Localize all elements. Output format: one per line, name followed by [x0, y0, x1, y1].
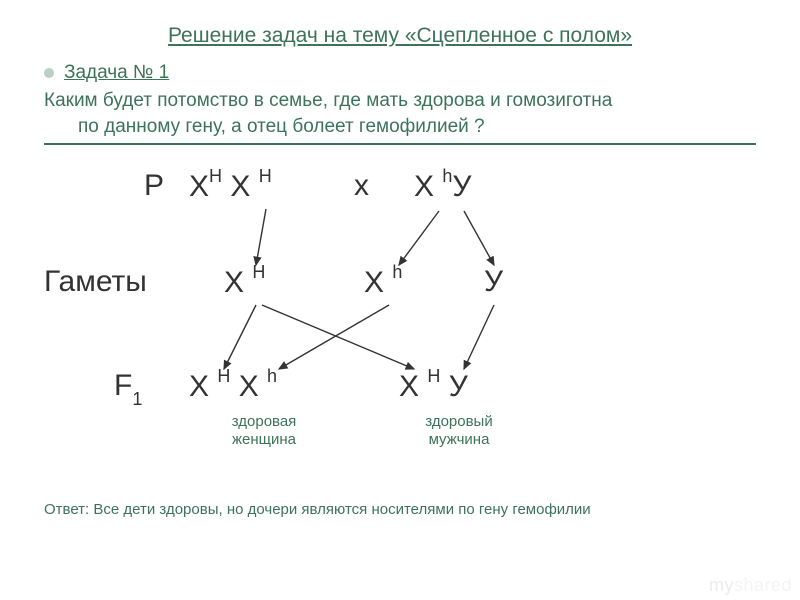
- answer-text: Ответ: Все дети здоровы, но дочери являю…: [44, 501, 756, 518]
- male-label-2: мужчина: [429, 431, 490, 448]
- male-label-1: здоровый: [425, 413, 492, 430]
- task-label: Задача № 1: [64, 62, 169, 84]
- female-label-1: здоровая: [232, 413, 297, 430]
- genetics-diagram: Р ХН Х Н х Х hУ Гаметы Х Н Х h У F1 Х Н …: [44, 169, 756, 499]
- gamete-2: Х h: [364, 265, 402, 300]
- question-line-1: Каким будет потомство в семье, где мать …: [44, 88, 756, 114]
- watermark-shared: shared: [734, 575, 792, 595]
- f1-child-2: Х Н У: [399, 369, 468, 404]
- gamete-1: Х Н: [224, 265, 265, 300]
- p-label: Р: [144, 169, 164, 203]
- watermark: myshared: [709, 575, 792, 596]
- p-father: Х hУ: [414, 169, 471, 204]
- female-label: здоровая женщина: [209, 413, 319, 449]
- bullet-icon: [44, 68, 54, 78]
- gametes-label: Гаметы: [44, 265, 147, 299]
- question-block: Каким будет потомство в семье, где мать …: [44, 88, 756, 139]
- female-label-2: женщина: [232, 431, 296, 448]
- task-row: Задача № 1: [44, 62, 756, 84]
- p-cross: х: [354, 169, 369, 203]
- p-mother: ХН Х Н: [189, 169, 272, 204]
- arrows-layer: [44, 169, 756, 499]
- f1-label: F1: [114, 369, 142, 407]
- divider: [44, 143, 756, 145]
- f1-child-1: Х Н Х h: [189, 369, 277, 404]
- gamete-3: У: [484, 265, 503, 299]
- page-title: Решение задач на тему «Сцепленное с поло…: [44, 24, 756, 48]
- slide: Решение задач на тему «Сцепленное с поло…: [0, 0, 800, 600]
- watermark-my: my: [709, 575, 734, 595]
- question-line-2: по данному гену, а отец болеет гемофилие…: [44, 114, 756, 140]
- male-label: здоровый мужчина: [404, 413, 514, 449]
